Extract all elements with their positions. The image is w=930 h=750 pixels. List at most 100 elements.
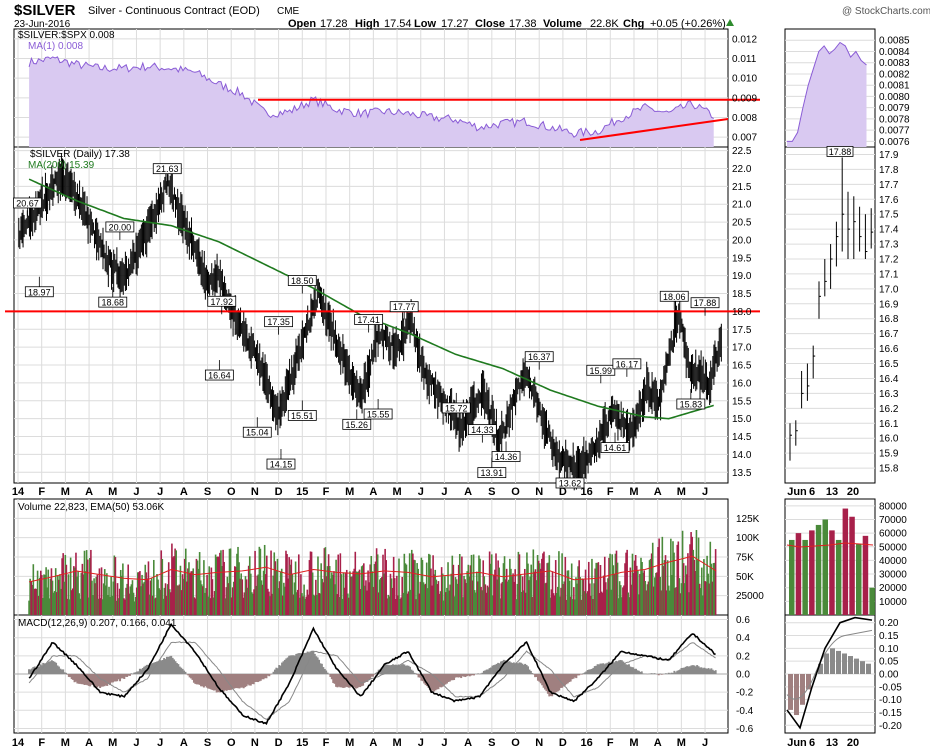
volume-ema-line [28, 555, 717, 583]
price-annotation: 18.50 [287, 275, 317, 294]
zoom-y-tick-label: 17.3 [879, 240, 899, 251]
volume-value: 22.8K [590, 18, 619, 30]
x-tick-label: 15 [296, 737, 308, 749]
x-tick-label: O [511, 486, 520, 498]
x-tick-label: M [392, 737, 401, 749]
up-arrow-icon [726, 19, 734, 26]
annotation-box [98, 296, 128, 308]
y-tick-label: 0.0 [736, 670, 750, 681]
price-annotation: 15.72 [441, 392, 471, 414]
axes: 14 14 F F M M A A M M J J J J A A S S O O N N D D 15 15 F F M M A A M M J J… [12, 34, 910, 749]
annotation-label: 15.04 [246, 428, 269, 438]
price-annotation: 20.67 [13, 197, 42, 216]
zoom-y-tick-label: 0.15 [879, 631, 899, 642]
header: $SILVER Silver - Continuous Contract (EO… [14, 2, 930, 30]
annotation-box [690, 297, 720, 309]
y-tick-label: 50K [736, 572, 754, 583]
annotation-label: 13.91 [481, 468, 504, 478]
zoom-volume-bar [815, 524, 822, 615]
annotation-box [389, 301, 419, 313]
x-tick-label: F [38, 486, 45, 498]
zoom-x-tick-label: 6 [809, 737, 815, 749]
zoom-y-tick-label: -0.15 [879, 708, 902, 719]
y-tick-label: 0.009 [732, 93, 757, 104]
annotation-label: 13.62 [559, 478, 582, 488]
zoom-volume-bar [802, 539, 808, 615]
y-tick-label: 14.0 [732, 450, 752, 461]
panel-legends: $SILVER:$SPX 0.008 MA(1) 0.008 $SILVER (… [18, 30, 177, 629]
x-tick-label: S [488, 486, 495, 498]
x-tick-label: J [441, 486, 447, 498]
x-tick-label: D [275, 486, 283, 498]
zoom-x-tick-label: 20 [847, 486, 859, 498]
x-tick-label: O [227, 737, 236, 749]
zoom-macd-histogram [866, 663, 871, 674]
zoom-macd-histogram [860, 661, 865, 674]
zoom-y-tick-label: -0.05 [879, 682, 902, 693]
price-annotation: 15.26 [342, 409, 372, 430]
x-tick-label: A [369, 737, 377, 749]
y-tick-label: 17.5 [732, 325, 752, 336]
zoom-y-tick-label: 0.0081 [879, 81, 910, 92]
annotation-label: 14.61 [604, 443, 627, 453]
zoom-x-tick-label: Jun [787, 486, 807, 498]
zoom-y-tick-label: 0.0084 [879, 47, 910, 58]
zoom-y-tick-label: 17.9 [879, 150, 899, 161]
x-tick-label: S [204, 737, 211, 749]
zoom-ratio-line [787, 41, 867, 142]
y-tick-label: 21.0 [732, 200, 752, 211]
x-tick-label: M [108, 737, 117, 749]
chg-label: Chg [623, 18, 644, 30]
zoom-y-tick-label: 15.8 [879, 464, 899, 475]
zoom-y-tick-label: 10000 [879, 597, 907, 608]
zoom-y-tick-label: 17.4 [879, 225, 899, 236]
annotation-box [363, 408, 393, 420]
price-annotation: 16.17 [612, 358, 642, 377]
zoom-y-tick-label: 70000 [879, 515, 907, 526]
annotation-label: 14.33 [471, 425, 494, 435]
symbol: $SILVER [14, 2, 76, 19]
zoom-macd-histogram [842, 653, 847, 674]
annotation-label: 18.06 [663, 292, 686, 302]
annotation-label: 15.72 [445, 403, 468, 413]
annotation-box [287, 275, 317, 286]
zoom-y-tick-label: -0.10 [879, 695, 902, 706]
annotation-box [354, 314, 384, 325]
zoom-macd-histogram [854, 658, 859, 674]
zoom-price-frame [784, 146, 876, 484]
x-tick-label: O [511, 737, 520, 749]
zoom-volume-ema [786, 542, 874, 548]
zoom-x-tick-label: 13 [826, 737, 838, 749]
zoom-y-tick-label: 0.0083 [879, 58, 910, 69]
annotation-label: 18.97 [28, 287, 51, 297]
annotation-label: 17.41 [357, 315, 380, 325]
x-tick-label: M [61, 486, 70, 498]
zoom-y-tick-label: 0.0080 [879, 92, 910, 103]
y-tick-label: 0.008 [732, 113, 757, 124]
x-tick-label: A [464, 737, 472, 749]
y-tick-label: 0.6 [736, 615, 750, 626]
price-annotation: 20.00 [105, 221, 135, 240]
x-tick-label: A [180, 486, 188, 498]
price-annotation: 14.15 [266, 449, 296, 470]
ratio-support-trendline [579, 118, 729, 141]
ratio-area [29, 56, 714, 147]
price-ma-legend: MA(200) 15.39 [28, 160, 95, 171]
y-tick-label: 0.4 [736, 633, 750, 644]
zoom-y-tick-label: 50000 [879, 542, 907, 553]
annotation-box [441, 402, 471, 414]
zoom-y-tick-label: 0.20 [879, 618, 899, 629]
y-tick-label: 0.2 [736, 651, 750, 662]
zoom-y-tick-label: 0.0077 [879, 126, 910, 137]
zoom-ratio-area [787, 42, 867, 147]
y-tick-label: 75K [736, 553, 754, 564]
x-tick-label: N [535, 737, 543, 749]
x-tick-label: J [418, 737, 424, 749]
close-label: Close [475, 18, 505, 30]
annotation-label: 18.68 [101, 298, 124, 308]
zoom-volume-bar [822, 519, 828, 615]
annotation-box [105, 221, 135, 233]
zoom-y-tick-label: 0.00 [879, 670, 899, 681]
zoom-volume-bar [856, 544, 862, 615]
